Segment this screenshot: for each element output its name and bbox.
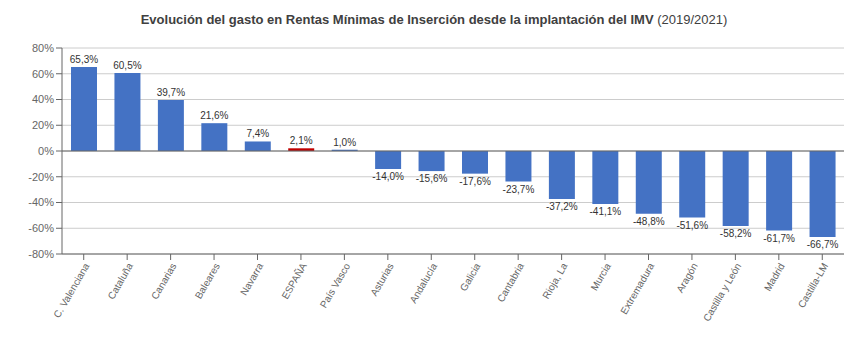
svg-text:Cataluña: Cataluña bbox=[106, 261, 136, 302]
svg-text:Madrid: Madrid bbox=[762, 261, 787, 293]
svg-text:7,4%: 7,4% bbox=[246, 128, 269, 139]
svg-text:Baleares: Baleares bbox=[193, 261, 222, 301]
svg-text:-23,7%: -23,7% bbox=[503, 184, 535, 195]
svg-text:Rioja, La: Rioja, La bbox=[540, 261, 569, 301]
svg-text:-15,6%: -15,6% bbox=[416, 173, 448, 184]
svg-text:Aragón: Aragón bbox=[674, 261, 700, 294]
svg-text:País Vasco: País Vasco bbox=[318, 261, 353, 310]
svg-text:65,3%: 65,3% bbox=[70, 54, 98, 65]
svg-text:Castilla-LM: Castilla-LM bbox=[796, 261, 831, 310]
svg-text:Extremadura: Extremadura bbox=[618, 261, 656, 316]
svg-text:-14,0%: -14,0% bbox=[372, 171, 404, 182]
svg-text:-41,1%: -41,1% bbox=[589, 206, 621, 217]
svg-text:-66,7%: -66,7% bbox=[807, 239, 839, 250]
svg-text:Navarra: Navarra bbox=[238, 261, 266, 298]
svg-text:-58,2%: -58,2% bbox=[720, 228, 752, 239]
svg-text:0%: 0% bbox=[38, 145, 54, 157]
svg-text:Canarias: Canarias bbox=[149, 261, 179, 301]
svg-text:Andalucía: Andalucía bbox=[407, 261, 439, 305]
svg-text:-51,6%: -51,6% bbox=[676, 220, 708, 231]
svg-text:2,1%: 2,1% bbox=[290, 135, 313, 146]
svg-text:-17,6%: -17,6% bbox=[459, 176, 491, 187]
svg-text:Cantabria: Cantabria bbox=[495, 261, 526, 304]
svg-text:-48,8%: -48,8% bbox=[633, 216, 665, 227]
svg-text:20%: 20% bbox=[32, 119, 54, 131]
svg-text:-80%: -80% bbox=[28, 248, 54, 260]
svg-text:1,0%: 1,0% bbox=[333, 137, 356, 148]
html-text:Evolución del gasto en Rentas: Evolución del gasto en Rentas Mínimas de… bbox=[140, 12, 728, 27]
svg-text:60%: 60% bbox=[32, 68, 54, 80]
svg-text:60,5%: 60,5% bbox=[113, 60, 141, 71]
svg-text:ESPAÑA: ESPAÑA bbox=[279, 260, 309, 301]
svg-text:Murcia: Murcia bbox=[588, 261, 613, 293]
svg-text:40%: 40% bbox=[32, 93, 54, 105]
svg-text:-40%: -40% bbox=[28, 196, 54, 208]
svg-text:Castilla y León: Castilla y León bbox=[701, 261, 743, 323]
svg-text:C. Valenciana: C. Valenciana bbox=[51, 261, 92, 320]
svg-text:Galicia: Galicia bbox=[458, 261, 483, 293]
svg-text:Asturias: Asturias bbox=[368, 261, 396, 298]
svg-text:39,7%: 39,7% bbox=[157, 87, 185, 98]
svg-text:-60%: -60% bbox=[28, 222, 54, 234]
svg-text:-20%: -20% bbox=[28, 171, 54, 183]
svg-text:80%: 80% bbox=[32, 42, 54, 54]
svg-text:21,6%: 21,6% bbox=[200, 110, 228, 121]
svg-text:-37,2%: -37,2% bbox=[546, 201, 578, 212]
svg-text:-61,7%: -61,7% bbox=[763, 233, 795, 244]
